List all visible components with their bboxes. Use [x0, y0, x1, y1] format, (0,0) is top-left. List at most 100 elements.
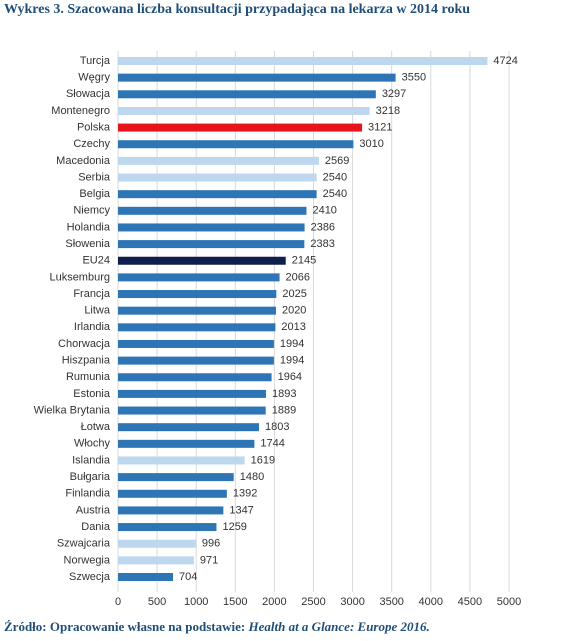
value-label: 2020: [282, 305, 306, 317]
source-title: Health at a Glance: Europe 2016.: [247, 619, 429, 634]
bar: [118, 323, 276, 332]
y-tick-label: Austria: [76, 504, 111, 516]
bar: [118, 173, 317, 182]
x-tick-label: 5000: [497, 596, 521, 608]
y-tick-label: Polska: [77, 121, 111, 133]
y-tick-label: Szwajcaria: [57, 538, 111, 550]
y-tick-label: Bułgaria: [70, 471, 111, 483]
y-tick-label: Łotwa: [81, 421, 111, 433]
bar: [118, 339, 274, 348]
y-tick-label: Hiszpania: [62, 355, 111, 367]
value-label: 2386: [311, 221, 335, 233]
value-label: 2540: [323, 171, 347, 183]
value-label: 2145: [292, 255, 316, 267]
value-label: 1964: [278, 371, 302, 383]
bar: [118, 290, 277, 299]
value-label: 3297: [382, 88, 406, 100]
y-tick-label: Estonia: [73, 388, 111, 400]
bar: [118, 489, 227, 498]
value-label: 4724: [493, 55, 517, 67]
value-label: 3218: [376, 105, 400, 117]
bar: [118, 57, 488, 65]
value-label: 2540: [323, 188, 347, 200]
x-tick-label: 4500: [458, 596, 482, 608]
bar: [118, 423, 259, 432]
value-label: 2025: [282, 288, 306, 300]
value-label: 1347: [229, 504, 253, 516]
x-tick-label: 3500: [379, 596, 403, 608]
bar: [118, 223, 305, 232]
bar: [118, 190, 317, 199]
y-tick-label: Węgry: [78, 72, 110, 84]
y-tick-label: Rumunia: [66, 371, 111, 383]
value-label: 1259: [222, 521, 246, 533]
y-tick-label: Turcja: [80, 55, 111, 67]
value-label: 1480: [240, 471, 264, 483]
y-tick-label: Luksemburg: [49, 271, 110, 283]
value-label: 1803: [265, 421, 289, 433]
value-label: 971: [200, 554, 218, 566]
y-tick-label: Słowacja: [66, 88, 111, 100]
value-label: 1744: [260, 438, 284, 450]
bar: [118, 123, 363, 132]
value-label: 1392: [233, 488, 257, 500]
value-label: 1994: [280, 355, 304, 367]
value-label: 2066: [286, 271, 310, 283]
bar: [118, 356, 274, 365]
bar: [118, 556, 194, 565]
y-tick-label: EU24: [82, 255, 110, 267]
x-tick-label: 1000: [184, 596, 208, 608]
bar: [118, 439, 255, 448]
y-tick-label: Finlandia: [65, 488, 111, 500]
value-label: 3550: [402, 72, 426, 84]
bar: [118, 256, 286, 265]
bar: [118, 140, 354, 149]
x-tick-label: 2000: [262, 596, 286, 608]
bar: [118, 389, 267, 398]
y-tick-label: Szwecja: [69, 571, 111, 583]
y-tick-label: Irlandia: [74, 321, 111, 333]
y-tick-label: Norwegia: [64, 554, 111, 566]
value-label: 1619: [251, 454, 275, 466]
value-label: 3121: [368, 121, 392, 133]
y-tick-label: Słowenia: [65, 238, 111, 250]
bar: [118, 573, 174, 581]
bar: [118, 206, 307, 215]
bar: [118, 523, 217, 532]
bar: [118, 373, 272, 382]
y-tick-label: Wielka Brytania: [34, 404, 111, 416]
value-label: 2383: [310, 238, 334, 250]
y-tick-label: Dania: [81, 521, 111, 533]
value-label: 2410: [312, 205, 336, 217]
bar: [118, 306, 276, 315]
x-tick-label: 1500: [223, 596, 247, 608]
value-label: 996: [202, 538, 220, 550]
x-tick-label: 2500: [301, 596, 325, 608]
y-tick-label: Włochy: [74, 438, 111, 450]
value-label: 1893: [272, 388, 296, 400]
bar: [118, 456, 245, 465]
bar: [118, 90, 376, 99]
value-label: 2569: [325, 155, 349, 167]
y-tick-label: Chorwacja: [58, 338, 111, 350]
value-label: 1889: [272, 404, 296, 416]
x-tick-label: 0: [115, 596, 121, 608]
bar: [118, 73, 396, 82]
bar: [118, 106, 370, 115]
value-label: 3010: [359, 138, 383, 150]
bar: [118, 539, 196, 548]
bar: [118, 240, 305, 249]
y-tick-label: Litwa: [84, 305, 111, 317]
y-tick-label: Serbia: [78, 171, 111, 183]
source-text: Źródło: Opracowanie własne na podstawie:: [4, 619, 248, 634]
x-tick-label: 3000: [340, 596, 364, 608]
bar: [118, 473, 234, 482]
bar: [118, 406, 266, 415]
y-tick-label: Belgia: [79, 188, 110, 200]
y-tick-label: Montenegro: [51, 105, 110, 117]
y-tick-label: Niemcy: [73, 205, 110, 217]
y-tick-label: Holandia: [67, 221, 111, 233]
x-tick-label: 4000: [419, 596, 443, 608]
source: Źródło: Opracowanie własne na podstawie:…: [4, 619, 430, 634]
